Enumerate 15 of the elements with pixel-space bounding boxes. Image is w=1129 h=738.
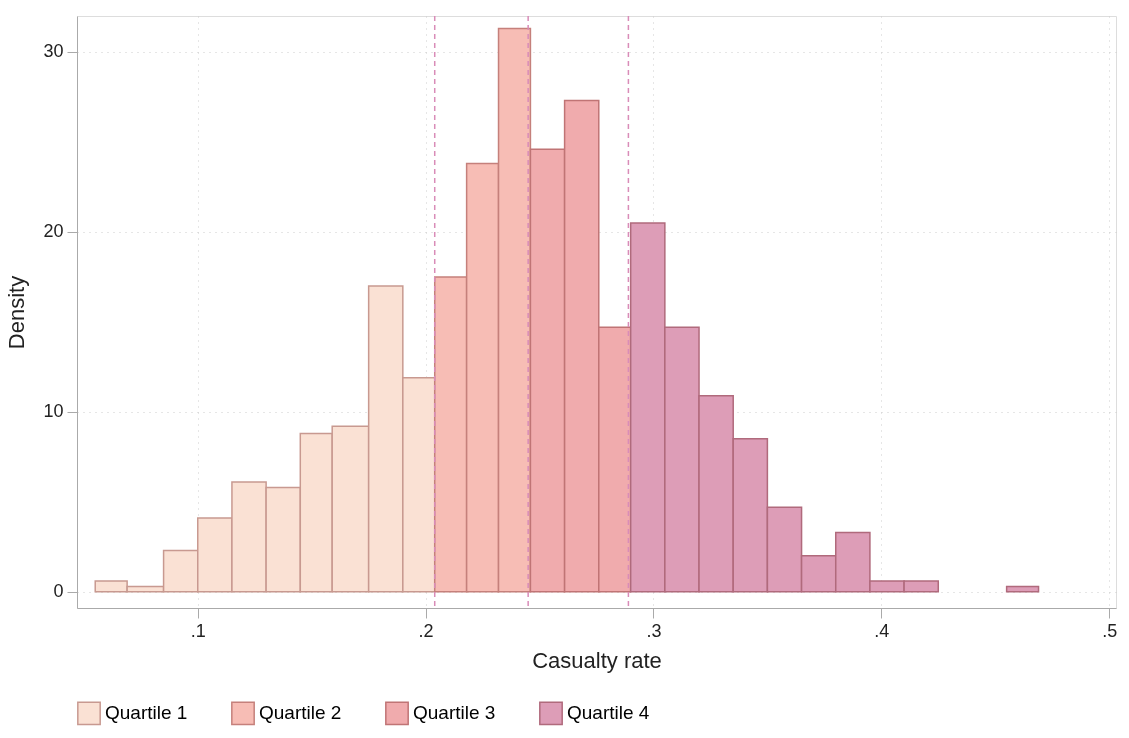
x-axis-title: Casualty rate — [532, 647, 662, 673]
legend-label: Quartile 2 — [259, 702, 342, 724]
y-tick-label: 0 — [53, 581, 64, 602]
x-tick-label: .2 — [418, 620, 434, 641]
x-tick-label: .4 — [874, 620, 890, 641]
legend-label: Quartile 3 — [413, 702, 496, 724]
y-tick-label: 10 — [43, 401, 64, 422]
x-tick-label: .5 — [1102, 620, 1118, 641]
x-tick-label: .3 — [646, 620, 662, 641]
legend-label: Quartile 1 — [105, 702, 188, 724]
y-tick-label: 30 — [43, 41, 64, 62]
x-tick-label: .1 — [190, 620, 206, 641]
y-tick-label: 20 — [43, 221, 64, 242]
legend-label: Quartile 4 — [567, 702, 650, 724]
y-axis-title: Density — [4, 275, 30, 350]
